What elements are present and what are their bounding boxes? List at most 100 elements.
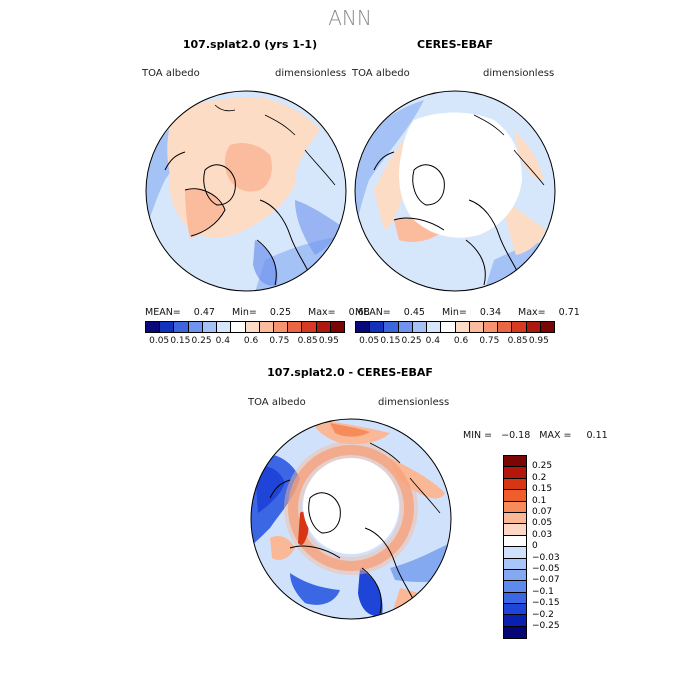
panel-1-field-label: TOA albedo [142,68,200,79]
panel-1-stats: MEAN= 0.47 Min= 0.25 Max= 0.68 [145,307,370,318]
panel-1-units-label: dimensionless [275,68,347,79]
colorbar-swatch [504,547,526,559]
colorbar-tick-label: 0.1 [532,495,547,506]
min-value: 0.34 [479,307,501,318]
max-value: 0.71 [558,307,580,318]
colorbar-swatch [504,524,526,536]
colorbar-tick-label: 0.25 [532,461,553,472]
colorbar-swatch [217,322,232,332]
panel-1-colorbar-ticks: 0.05 0.15 0.25 0.4 0.6 0.75 0.85 0.95 [145,336,343,348]
colorbar-swatch [504,558,526,570]
max-label: MAX = [539,430,572,441]
max-value: 0.68 [348,307,370,318]
min-label: MIN = [463,430,493,441]
colorbar-tick-label: 0.07 [532,507,553,517]
colorbar-swatch [316,322,331,332]
colorbar-swatch [483,322,499,332]
colorbar-swatch [188,322,203,332]
panel-2-field-label: TOA albedo [352,68,410,79]
mean-value: 0.47 [193,307,215,318]
colorbar-swatch [504,501,526,513]
min-label: Min= [441,307,467,318]
colorbar-tick-label: 0.25 [401,336,422,346]
colorbar-swatch [160,322,175,332]
colorbar-tick-label: −0.25 [532,621,560,631]
max-label: Max= [308,307,336,318]
colorbar-swatch [273,322,289,332]
colorbar-swatch [504,569,526,582]
colorbar-swatch [526,322,541,332]
min-value: 0.25 [269,307,291,318]
colorbar-swatch [512,322,527,332]
colorbar-swatch [202,322,218,332]
colorbar-swatch [504,604,526,616]
colorbar-tick-label: 0.15 [532,484,553,495]
colorbar-swatch [498,322,513,332]
colorbar-tick-label: 0.05 [149,336,170,346]
panel-3-stats: MIN = −0.18 MAX = 0.11 [463,430,608,441]
panel-2-colorbar [355,321,555,333]
colorbar-tick-label: −0.15 [532,598,560,609]
panel-2-stats: MEAN= 0.45 Min= 0.34 Max= 0.71 [355,307,580,318]
colorbar-tick-label: 0.15 [380,336,401,346]
colorbar-swatch [504,456,526,468]
colorbar-swatch [370,322,385,332]
colorbar-swatch [412,322,428,332]
panel-3-map [250,418,452,620]
panel-1-colorbar [145,321,345,333]
colorbar-tick-label: 0.4 [215,336,230,346]
colorbar-swatch [330,322,345,332]
colorbar-tick-label: −0.2 [532,609,554,620]
colorbar-tick-label: 0.75 [479,336,500,346]
panel-3-units-label: dimensionless [378,397,450,408]
colorbar-swatch [288,322,303,332]
panel-3-colorbar [503,455,527,640]
colorbar-tick-label: 0.2 [532,472,547,483]
panel-3-title: 107.splat2.0 - CERES-EBAF [267,366,433,379]
colorbar-tick-label: 0.6 [243,336,259,346]
colorbar-swatch [455,322,470,332]
colorbar-swatch [504,626,526,639]
colorbar-swatch [504,467,526,479]
max-value: 0.11 [586,430,608,441]
mean-label: MEAN= [355,307,391,318]
colorbar-swatch [146,322,161,332]
colorbar-swatch [174,322,189,332]
colorbar-tick-label: 0.85 [297,336,318,346]
colorbar-swatch [504,535,526,548]
panel-2-colorbar-ticks: 0.05 0.15 0.25 0.4 0.6 0.75 0.85 0.95 [355,336,553,348]
colorbar-swatch [398,322,413,332]
panel-1-map [145,90,347,292]
colorbar-tick-label: 0.25 [191,336,212,346]
colorbar-swatch [504,581,526,593]
colorbar-tick-label: 0.75 [269,336,290,346]
colorbar-tick-label: −0.1 [532,586,554,597]
colorbar-swatch [441,322,456,332]
colorbar-tick-label: 0.15 [170,336,191,346]
colorbar-swatch [231,322,246,332]
colorbar-swatch [469,322,484,332]
panel-1-title: 107.splat2.0 (yrs 1-1) [182,38,318,51]
panel-2-units-label: dimensionless [483,68,555,79]
colorbar-tick-label: −0.07 [532,575,560,586]
colorbar-swatch [384,322,399,332]
colorbar-swatch [259,322,274,332]
min-value: −0.18 [501,430,531,441]
colorbar-tick-label: 0.4 [425,336,440,346]
colorbar-tick-label: −0.03 [532,552,560,563]
colorbar-swatch [427,322,442,332]
min-label: Min= [231,307,257,318]
colorbar-tick-label: 0.95 [318,336,339,346]
panel-3-field-label: TOA albedo [248,397,306,408]
max-label: Max= [518,307,546,318]
mean-value: 0.45 [403,307,425,318]
colorbar-tick-label: 0.85 [507,336,528,346]
colorbar-tick-label: 0.05 [532,518,553,529]
colorbar-swatch [245,322,260,332]
colorbar-tick-label: 0 [532,541,538,552]
colorbar-tick-label: 0.95 [528,336,549,346]
panel-2-title: CERES-EBAF [417,38,493,51]
page-title: ANN [328,6,372,30]
colorbar-swatch [504,592,526,605]
panel-2-map [354,90,556,292]
